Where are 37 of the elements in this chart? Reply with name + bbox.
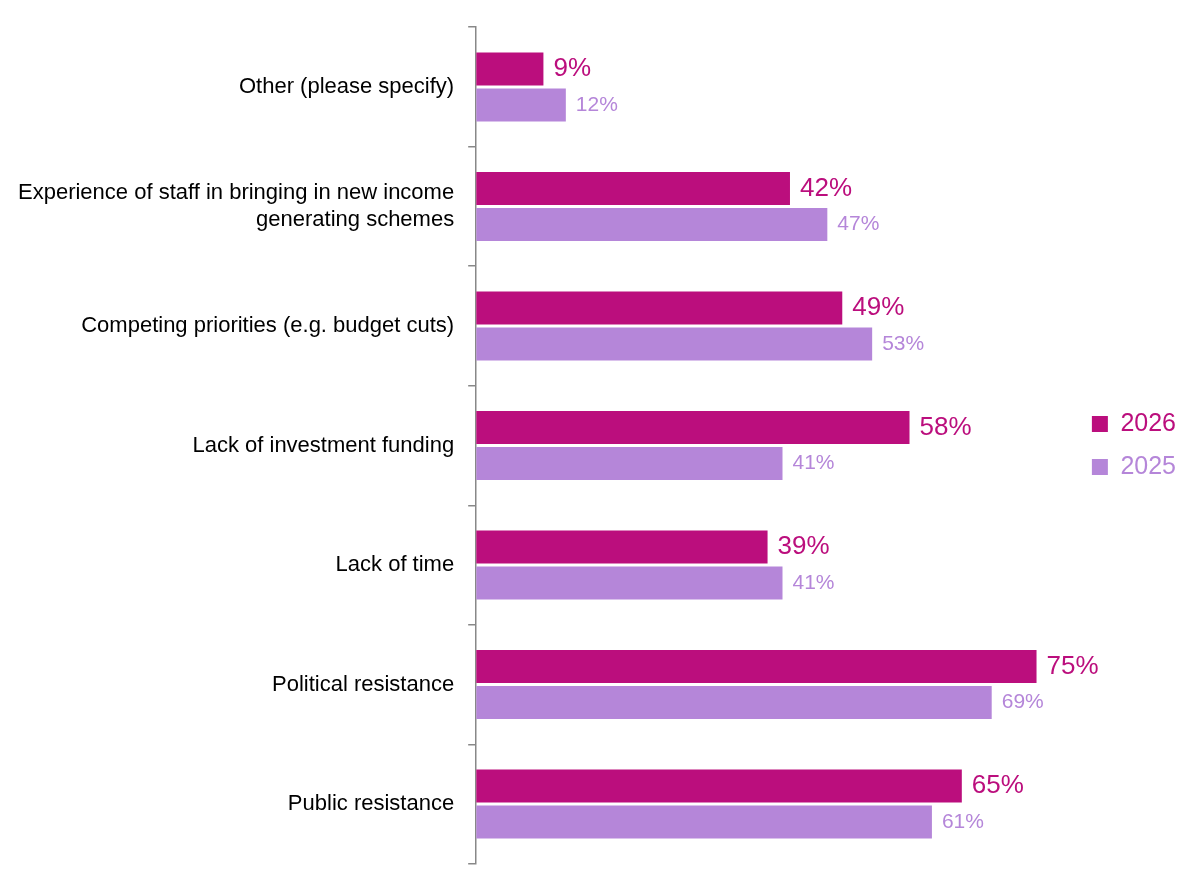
- legend-label: 2025: [1120, 450, 1177, 479]
- data-label: 69%: [1001, 689, 1044, 713]
- data-label: 41%: [792, 450, 835, 474]
- y-tick-label: Other (please specify): [238, 73, 455, 99]
- y-tick-label: Lack of time: [335, 551, 455, 577]
- bar: [476, 88, 566, 122]
- bar: [476, 446, 783, 480]
- bar: [476, 530, 768, 564]
- data-label: 49%: [852, 291, 905, 322]
- y-tick-label: Public resistance: [287, 790, 455, 816]
- y-tick-label: Experience of staff in bringing in new income generating schemes: [17, 179, 455, 231]
- bar: [476, 207, 828, 241]
- bar: [476, 172, 790, 206]
- data-label: 58%: [919, 410, 972, 441]
- bar: [476, 291, 843, 325]
- bar: [476, 650, 1037, 684]
- bar: [476, 411, 910, 445]
- y-tick-label: Political resistance: [271, 670, 455, 696]
- bar: [476, 805, 932, 839]
- data-label: 9%: [553, 52, 591, 83]
- bar: [476, 566, 783, 600]
- data-label: 47%: [837, 211, 880, 235]
- data-label: 41%: [792, 569, 835, 593]
- data-label: 42%: [799, 171, 853, 202]
- data-label: 65%: [971, 769, 1024, 800]
- bar: [476, 769, 962, 803]
- y-tick-label: Competing priorities (e.g. budget cuts): [81, 312, 455, 338]
- data-label: 12%: [575, 91, 618, 115]
- data-label: 75%: [1046, 649, 1099, 680]
- bar: [476, 327, 873, 361]
- bar: [476, 52, 544, 86]
- data-label: 61%: [941, 808, 984, 832]
- data-label: 53%: [882, 330, 925, 354]
- legend-label: 2026: [1120, 407, 1177, 436]
- bar: [476, 685, 992, 719]
- y-tick-label: Lack of investment funding: [192, 431, 455, 457]
- data-label: 39%: [777, 530, 830, 561]
